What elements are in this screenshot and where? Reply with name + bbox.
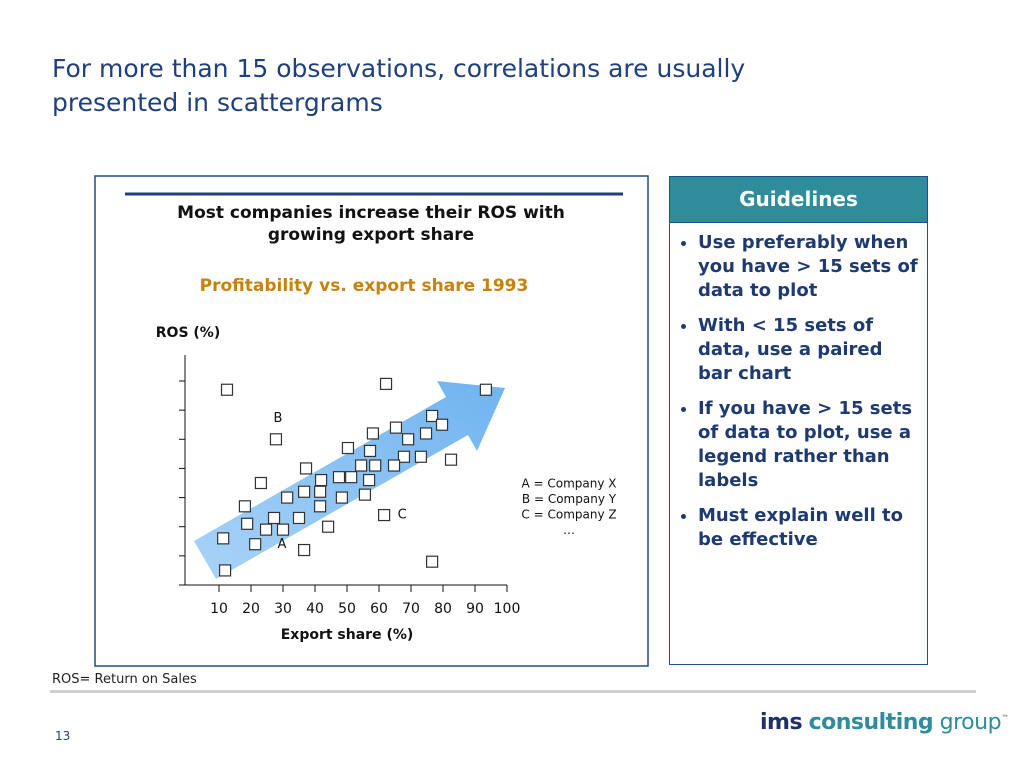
legend-note: A = Company X <box>521 477 616 491</box>
point <box>254 476 268 490</box>
point <box>435 418 449 431</box>
guidelines-title: Guidelines <box>670 177 927 223</box>
page-number: 13 <box>55 729 71 743</box>
point <box>218 564 232 577</box>
x-tick-label: 90 <box>466 601 484 617</box>
point <box>276 523 290 536</box>
chart-title: Profitability vs. export share 1993 <box>200 276 529 296</box>
point <box>298 543 311 557</box>
y-axis-label: ROS (%) <box>156 325 220 341</box>
point <box>414 450 428 463</box>
point-label: C <box>398 508 407 523</box>
point <box>389 421 403 434</box>
point <box>281 491 294 504</box>
point-label: A <box>278 537 287 552</box>
point <box>220 383 234 396</box>
x-tick-label: 10 <box>210 601 228 617</box>
guideline-item: If you have > 15 sets of data to plot, u… <box>698 397 919 493</box>
x-tick-label: 70 <box>402 601 420 617</box>
x-tick-label: 100 <box>494 601 521 617</box>
legend-note: C = Company Z <box>521 508 616 522</box>
footer-rule <box>50 690 976 693</box>
guideline-item: Use preferably when you have > 15 sets o… <box>698 231 919 303</box>
chart-headline: Most companies increase their ROS with gr… <box>177 203 565 245</box>
logo-tm: ™ <box>1001 713 1009 723</box>
point <box>369 459 382 472</box>
point-label: B <box>273 411 282 426</box>
point <box>426 555 439 568</box>
point <box>362 473 376 487</box>
point <box>335 491 348 504</box>
point <box>354 459 368 472</box>
x-tick-label: 60 <box>370 601 388 617</box>
x-tick-label: 80 <box>434 601 452 617</box>
legend-note: B = Company Y <box>522 492 617 506</box>
point <box>259 523 273 536</box>
x-tick-label: 50 <box>338 601 356 617</box>
point <box>332 471 346 484</box>
point <box>345 471 358 484</box>
point <box>267 511 281 525</box>
logo-part: group <box>939 710 1002 735</box>
point <box>378 508 391 522</box>
point <box>217 532 230 545</box>
legend-note: … <box>563 523 575 537</box>
point <box>269 433 283 446</box>
footnote: ROS= Return on Sales <box>52 672 197 687</box>
point <box>366 427 380 440</box>
point <box>241 517 254 530</box>
guideline-item: With < 15 sets of data, use a paired bar… <box>698 314 919 386</box>
point <box>402 433 415 446</box>
point <box>298 485 311 498</box>
point <box>238 500 252 513</box>
point <box>387 459 401 472</box>
point <box>479 383 492 396</box>
x-tick-label: 30 <box>274 601 292 617</box>
x-tick-label: 40 <box>306 601 324 617</box>
point <box>419 427 433 440</box>
point <box>314 473 328 487</box>
guidelines-list: Use preferably when you have > 15 sets o… <box>670 231 927 552</box>
point <box>444 453 458 466</box>
point <box>322 520 335 533</box>
logo-part: consulting <box>808 710 934 735</box>
point <box>397 450 411 463</box>
point <box>426 409 439 423</box>
guidelines-box: Guidelines Use preferably when you have … <box>669 176 928 665</box>
x-tick-label: 20 <box>242 601 260 617</box>
point <box>363 444 377 458</box>
chart-frame <box>94 175 649 667</box>
point <box>314 485 327 498</box>
guideline-item: Must explain well to be effective <box>698 504 919 552</box>
point <box>379 377 393 391</box>
point <box>341 441 355 455</box>
point <box>292 511 306 525</box>
x-axis-label: Export share (%) <box>281 627 414 643</box>
point <box>249 538 262 551</box>
slide-title: For more than 15 observations, correlati… <box>52 54 746 117</box>
point <box>358 488 372 501</box>
point <box>314 500 327 513</box>
logo-part: ims <box>760 710 803 735</box>
logo: ims consulting group™ <box>760 710 1009 735</box>
point <box>299 462 313 475</box>
